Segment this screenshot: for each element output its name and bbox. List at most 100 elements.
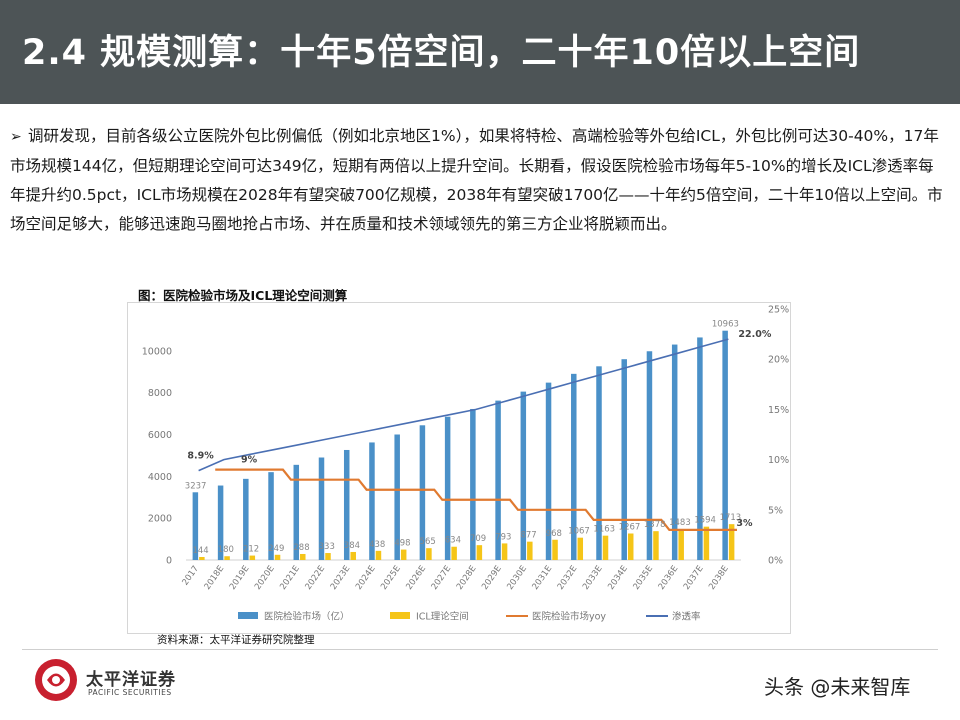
market-bar: [318, 457, 325, 560]
market-bar: [520, 391, 527, 560]
icl-value-label: 1594: [694, 516, 716, 526]
icl-bar: [627, 533, 634, 560]
x-tick-label: 2024E: [354, 564, 378, 592]
icl-bar: [400, 549, 407, 560]
market-bar: [419, 425, 426, 560]
x-tick-label: 2037E: [682, 564, 706, 592]
icl-bar: [476, 545, 483, 560]
market-bar: [217, 485, 224, 560]
y-right-tick-label: 20%: [768, 355, 789, 366]
chart-frame: 0 2000 4000 6000 8000 10000 0% 5% 10% 15% 20% 25% 14…: [127, 302, 791, 634]
legend-swatch: [390, 612, 410, 619]
legend-label: 医院检验市场（亿）: [264, 611, 350, 623]
icl-value-label: 144: [192, 546, 208, 556]
market-bar: [268, 472, 274, 560]
y-left-tick-label: 2000: [148, 514, 172, 525]
body-paragraph: ➢ 调研发现，目前各级公立医院外包比例偏低（例如北京地区1%），如果将特检、高端检…: [10, 122, 945, 239]
y-right-tick-label: 5%: [768, 505, 783, 516]
icl-bar: [325, 553, 331, 560]
icl-value-label: 498: [394, 539, 410, 549]
market-bar: [343, 449, 350, 560]
icl-value-label: 968: [546, 529, 562, 539]
icl-value-label: 288: [293, 543, 309, 553]
icl-value-label: 1713: [720, 513, 742, 523]
line-annotation-label: 22.0%: [738, 329, 771, 340]
icl-bar: [678, 528, 684, 560]
market-bar: [571, 373, 577, 560]
icl-value-label: 709: [470, 534, 486, 544]
icl-value-label: 384: [344, 541, 360, 551]
line-annotation-label: 3%: [736, 518, 753, 529]
source-note: 资料来源：太平洋证券研究院整理: [157, 634, 315, 646]
icl-bar: [653, 531, 659, 560]
icl-value-label: 1267: [619, 522, 641, 532]
market-bar: [243, 478, 249, 560]
icl-value-label: 877: [520, 531, 536, 541]
logo-english-name: PACIFIC SECURITIES: [88, 688, 172, 697]
y-left-tick-label: 6000: [148, 430, 172, 441]
icl-bar: [552, 539, 558, 560]
figure-title: 图：医院检验市场及ICL理论空间测算: [138, 288, 348, 303]
market-bar: [495, 400, 501, 560]
x-tick-label: 2035E: [631, 564, 655, 592]
icl-bar: [350, 551, 356, 560]
market-bar: [621, 359, 627, 560]
icl-bar: [602, 535, 609, 560]
market-bar: [646, 351, 653, 560]
icl-value-label: 180: [218, 545, 234, 555]
market-bar: [470, 408, 476, 560]
market-bar: [596, 366, 602, 560]
x-tick-label: 2022E: [304, 564, 328, 592]
x-tick-label: 2026E: [404, 564, 428, 592]
icl-bar: [527, 541, 533, 560]
icl-bar: [274, 554, 281, 560]
footer-divider: [22, 649, 938, 650]
icl-value-label: 333: [319, 542, 335, 552]
icl-bar: [224, 556, 230, 560]
icl-bar: [451, 546, 457, 560]
market-bar: [192, 492, 199, 560]
y-right-tick-label: 0%: [768, 556, 783, 567]
x-tick-label: 2019E: [228, 564, 252, 592]
icl-bar: [728, 524, 735, 560]
x-tick-label: 2023E: [329, 564, 353, 592]
icl-value-label: 212: [243, 545, 259, 555]
icl-value-label: 249: [268, 544, 284, 554]
icl-value-label: 1378: [644, 520, 666, 530]
x-tick-label: 2034E: [606, 564, 630, 592]
icl-value-label: 1067: [568, 527, 590, 537]
icl-bar: [249, 555, 256, 560]
x-tick-label: 2020E: [253, 564, 277, 592]
logo-chinese-name: 太平洋证券: [86, 670, 176, 690]
icl-value-label: 793: [495, 532, 511, 542]
icl-bar: [300, 553, 306, 560]
legend-swatch: [238, 612, 258, 619]
company-logo-icon: [35, 659, 77, 701]
y-left-tick-label: 8000: [148, 388, 172, 399]
x-tick-label: 2033E: [581, 564, 605, 592]
x-tick-label: 2032E: [556, 564, 580, 592]
combo-chart: 0 2000 4000 6000 8000 10000 0% 5% 10% 15% 20% 25% 14…: [142, 305, 789, 623]
market-value-label: 10963: [712, 320, 739, 330]
yoy-line: [215, 468, 737, 531]
market-bar: [722, 330, 728, 560]
market-bar: [671, 344, 678, 560]
slide-header: 2.4 规模测算：十年5倍空间，二十年10倍以上空间: [0, 0, 960, 104]
x-tick-label: 2030E: [505, 564, 529, 592]
market-bar: [697, 337, 703, 560]
slide-title: 2.4 规模测算：十年5倍空间，二十年10倍以上空间: [22, 33, 861, 73]
y-right-tick-label: 25%: [768, 305, 789, 316]
market-bar: [293, 464, 300, 560]
x-tick-label: 2036E: [657, 564, 681, 592]
icl-value-label: 438: [369, 540, 385, 550]
icl-bar: [703, 526, 710, 560]
legend-label: 医院检验市场yoy: [532, 611, 606, 623]
market-bar: [369, 442, 375, 560]
x-tick-label: 2021E: [278, 564, 302, 592]
legend-label: 渗透率: [672, 611, 701, 623]
line-annotation-label: 9%: [241, 455, 258, 466]
market-bar: [394, 434, 400, 560]
icl-bar: [501, 543, 508, 560]
legend-label: ICL理论空间: [416, 611, 469, 623]
x-tick-label: 2018E: [203, 564, 227, 592]
